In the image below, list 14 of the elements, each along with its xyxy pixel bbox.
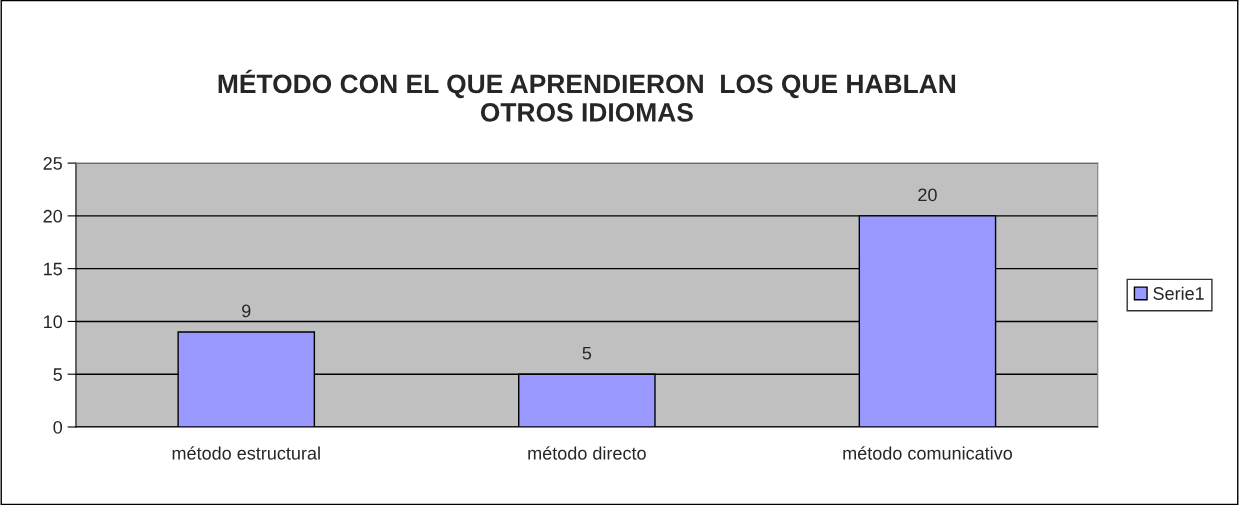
x-tick-label: método comunicativo — [843, 446, 1013, 460]
data-label: 5 — [582, 346, 592, 360]
chart-title: MÉTODO CON EL QUE APRENDIERON LOS QUE HABLAN OTROS IDIOMAS — [218, 69, 956, 122]
y-tick-label: 10 — [44, 315, 63, 329]
y-tick-label: 25 — [43, 157, 62, 170]
data-label: 9 — [242, 304, 251, 318]
data-label: 20 — [918, 188, 937, 202]
x-tick-label: método directo — [528, 446, 646, 460]
y-tick-label: 20 — [43, 209, 63, 223]
y-tick-label: 5 — [53, 368, 62, 381]
x-tick-label: método estructural — [172, 446, 320, 460]
y-tick-label: 15 — [44, 262, 62, 276]
y-tick-label: 0 — [53, 420, 63, 434]
legend-label: Serie1 — [1153, 286, 1204, 300]
